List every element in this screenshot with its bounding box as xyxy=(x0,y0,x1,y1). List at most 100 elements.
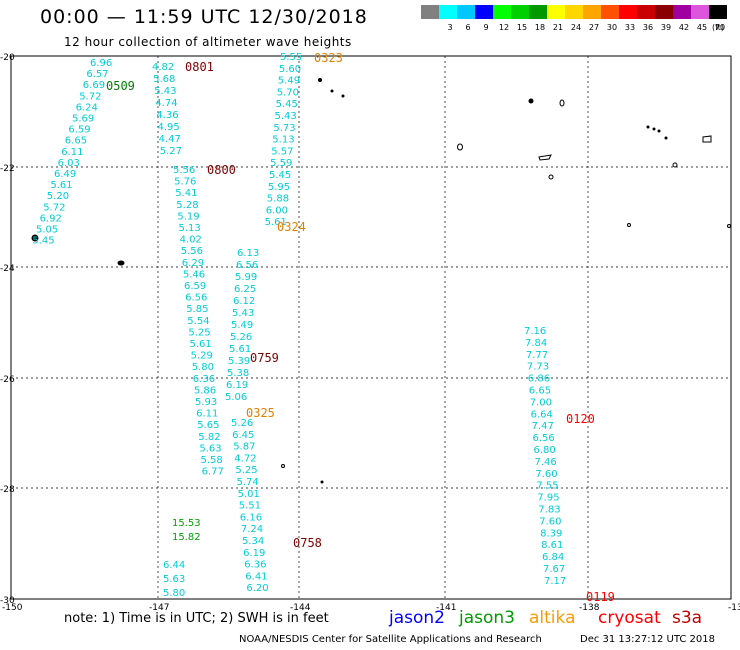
wave-height-value: 7.47 xyxy=(532,421,554,432)
wave-height-value: 5.60 xyxy=(279,64,301,75)
wave-height-value: 5.29 xyxy=(191,351,213,362)
pass-time-label: 0509 xyxy=(106,79,135,93)
wave-height-value: 5.63 xyxy=(163,574,185,585)
wave-height-value: 5.61 xyxy=(50,180,72,191)
wave-height-value: 4.82 xyxy=(152,62,174,73)
wave-height-value: 6.49 xyxy=(54,169,76,180)
scale-label: 6 xyxy=(465,23,471,32)
wave-height-value: 7.00 xyxy=(530,397,552,408)
wave-height-value: 6.36 xyxy=(244,560,266,571)
generated-timestamp: Dec 31 13:27:12 UTC 2018 xyxy=(580,634,715,645)
lon-label: -13 xyxy=(728,603,740,613)
scale-swatch xyxy=(547,5,565,19)
wave-height-value: 5.54 xyxy=(187,316,209,327)
wave-height-value: 6.20 xyxy=(246,583,268,594)
pass-time-label: 0120 xyxy=(566,412,595,426)
wave-height-value: 5.57 xyxy=(271,146,293,157)
wave-height-value: 6.19 xyxy=(226,380,248,391)
wave-height-value: 6.65 xyxy=(529,386,551,397)
wave-height-value: 6.25 xyxy=(234,284,256,295)
track-lower-left: 6.44 5.63 5.80 xyxy=(163,560,185,599)
island xyxy=(538,154,552,161)
scale-swatch xyxy=(619,5,637,19)
wave-height-value: 6.29 xyxy=(182,258,204,269)
wave-height-value: 5.93 xyxy=(195,397,217,408)
lat-label: -28 xyxy=(0,485,15,495)
wave-height-value: 5.49 xyxy=(231,320,253,331)
satellite-legend-jason3: jason3 xyxy=(459,608,515,628)
wave-height-value: 6.86 xyxy=(528,374,550,385)
scale-label: 21 xyxy=(552,23,564,32)
scale-swatch xyxy=(583,5,601,19)
wave-height-value: 6.24 xyxy=(76,102,98,113)
wave-height-value: 5.63 xyxy=(199,443,221,454)
wave-height-value: 5.26 xyxy=(231,418,253,429)
wave-height-value: 5.01 xyxy=(238,489,260,500)
wave-height-value: 6.80 xyxy=(534,445,556,456)
wave-height-value: 5.55 xyxy=(280,52,302,63)
pass-time-label: 0801 xyxy=(185,60,214,74)
wave-height-value: 6.56 xyxy=(236,260,258,271)
wave-height-value: 4.74 xyxy=(155,98,177,109)
wave-height-value: 5.51 xyxy=(239,501,261,512)
wave-height-value: 6.00 xyxy=(266,205,288,216)
pass-time-label: 0323 xyxy=(314,51,343,65)
wave-height-value: 5.99 xyxy=(235,272,257,283)
island xyxy=(672,162,678,168)
scale-label: 70 xyxy=(714,23,726,32)
wave-height-value: 5.27 xyxy=(160,146,182,157)
scale-swatch xyxy=(439,5,457,19)
pass-time-label: 0758 xyxy=(293,536,322,550)
map-title: 00:00 — 11:59 UTC 12/30/2018 xyxy=(40,6,368,28)
wave-height-value: 6.44 xyxy=(163,560,185,571)
scale-label: 3 xyxy=(447,23,453,32)
island xyxy=(646,125,650,129)
pass-time-label: 0324 xyxy=(277,220,306,234)
wave-height-value: 5.49 xyxy=(278,76,300,87)
satellite-legend-s3a: s3a xyxy=(672,608,703,628)
wave-height-value: 5.72 xyxy=(79,91,101,102)
island xyxy=(702,135,712,143)
wave-height-value: 7.73 xyxy=(527,362,549,373)
scale-swatch xyxy=(673,5,691,19)
scale-swatch xyxy=(421,5,439,19)
wave-height-value: 5.56 xyxy=(181,246,203,257)
scale-swatch xyxy=(475,5,493,19)
scale-label: 42 xyxy=(678,23,690,32)
wave-height-value: 7.77 xyxy=(526,350,548,361)
lat-label: -22 xyxy=(0,164,15,174)
scale-swatch xyxy=(457,5,475,19)
wave-height-value: 5.82 xyxy=(198,432,220,443)
wave-height-value: 6.92 xyxy=(40,213,62,224)
wave-height-value: 7.83 xyxy=(538,505,560,516)
wave-height-value: 5.43 xyxy=(154,86,176,97)
island xyxy=(528,98,534,104)
wave-height-value: 7.95 xyxy=(537,493,559,504)
wave-height-value: 4.36 xyxy=(156,110,178,121)
pass-time-label: 0759 xyxy=(250,351,279,365)
lon-label: -144 xyxy=(290,603,311,613)
lat-label: -20 xyxy=(0,53,15,63)
wave-height-value: 5.43 xyxy=(232,308,254,319)
wave-height-value: 5.72 xyxy=(43,202,65,213)
wave-height-value: 5.73 xyxy=(273,123,295,134)
scale-swatch xyxy=(637,5,655,19)
scale-swatch xyxy=(691,5,709,19)
island xyxy=(341,94,345,98)
scale-label: 12 xyxy=(498,23,510,32)
wave-height-value: 8.39 xyxy=(540,528,562,539)
wave-height-value: 6.11 xyxy=(61,147,83,158)
scale-label: 27 xyxy=(588,23,600,32)
island xyxy=(457,143,463,151)
wave-height-value: 5.46 xyxy=(183,269,205,280)
wave-height-value: 4.47 xyxy=(159,134,181,145)
pass-time-label: 0119 xyxy=(586,590,615,604)
scale-label: 24 xyxy=(570,23,582,32)
wave-height-value: 5.88 xyxy=(267,194,289,205)
wave-height-value: 5.39 xyxy=(228,356,250,367)
footnote: note: 1) Time is in UTC; 2) SWH is in fe… xyxy=(64,611,329,626)
wave-height-value: 5.06 xyxy=(225,392,247,403)
wave-height-value: 6.45 xyxy=(232,430,254,441)
wave-height-value: 7.55 xyxy=(536,481,558,492)
scale-label: 45 xyxy=(696,23,708,32)
